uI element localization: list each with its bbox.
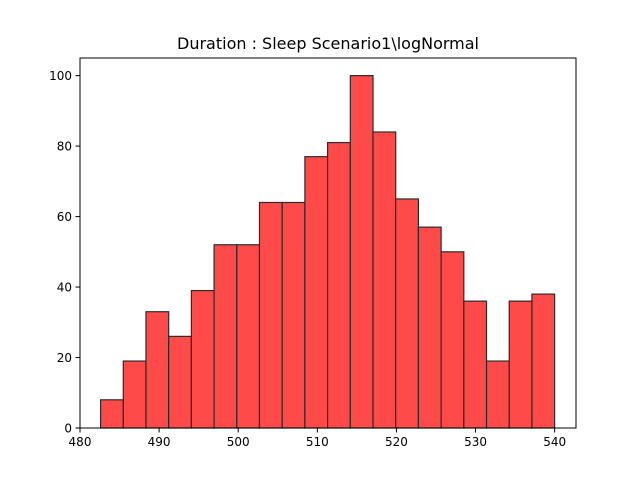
x-tick-label: 510 — [306, 435, 329, 449]
histogram-bar — [327, 141, 351, 429]
histogram-bar — [485, 360, 510, 429]
y-tick-label: 40 — [57, 281, 72, 295]
x-tick-label: 520 — [385, 435, 408, 449]
x-axis-ticks: 480 490 500 510 520 530 540 — [69, 428, 566, 449]
x-tick-label: 480 — [69, 435, 92, 449]
histogram-bar — [440, 251, 465, 429]
histogram-bar — [372, 131, 397, 429]
histogram-bar — [168, 335, 192, 429]
histogram-bar — [145, 311, 170, 429]
histogram-bar — [304, 156, 329, 429]
histogram-bar — [463, 300, 488, 429]
histogram-bar — [213, 244, 238, 429]
histogram-bar — [236, 244, 261, 429]
x-tick-label: 540 — [543, 435, 566, 449]
y-tick-label: 20 — [57, 351, 72, 365]
plot-frame — [79, 57, 577, 429]
histogram-bar — [349, 75, 374, 429]
y-tick-label: 60 — [57, 210, 72, 224]
bars-layer — [99, 75, 556, 429]
histogram-bar — [395, 198, 420, 429]
axes-layer — [79, 57, 577, 429]
x-tick-label: 500 — [227, 435, 250, 449]
histogram-bar — [281, 201, 306, 429]
y-axis-ticks: 0 20 40 60 80 100 — [49, 69, 80, 436]
histogram-bar — [190, 289, 215, 429]
histogram-bar — [531, 293, 556, 429]
histogram-bar — [417, 226, 442, 429]
y-tick-label: 80 — [57, 140, 72, 154]
x-tick-label: 490 — [148, 435, 171, 449]
x-tick-label: 530 — [464, 435, 487, 449]
chart-title: Duration : Sleep Scenario1\logNormal — [177, 34, 479, 53]
histogram-bar — [508, 300, 533, 429]
y-tick-label: 0 — [64, 422, 72, 436]
histogram-bar — [122, 360, 147, 429]
histogram-bar — [258, 201, 283, 429]
histogram-bar — [99, 399, 124, 429]
y-tick-label: 100 — [49, 69, 72, 83]
